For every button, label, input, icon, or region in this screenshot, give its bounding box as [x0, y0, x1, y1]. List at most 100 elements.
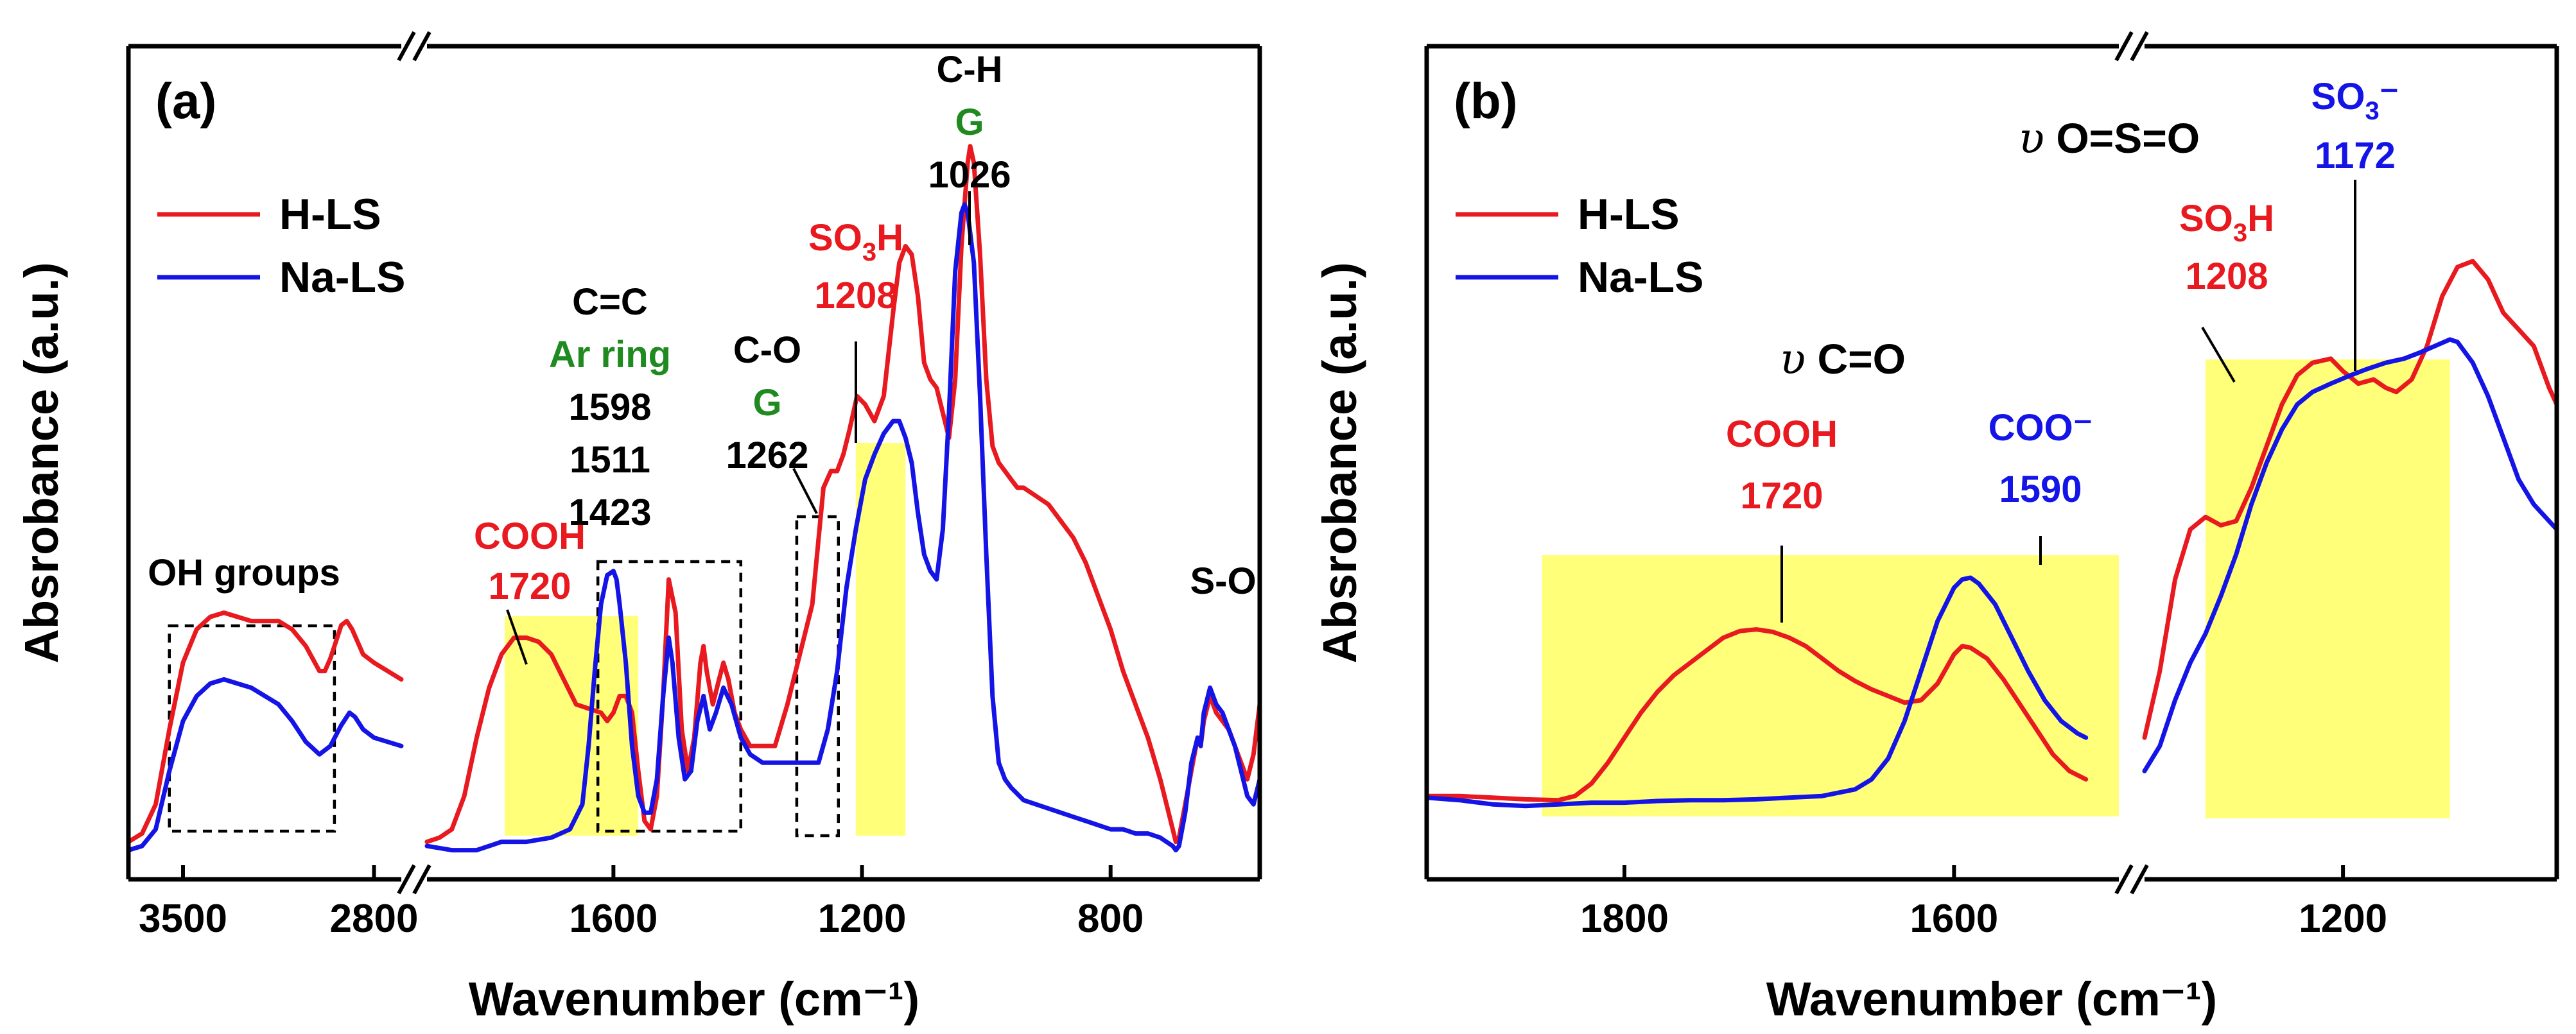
annotation-text: SO: [2179, 198, 2233, 239]
annotation-cc-ring-line: C=C: [572, 281, 648, 323]
annotation-ch-g-line: 1026: [928, 154, 1011, 196]
annotation-text: S-O: [1190, 560, 1256, 602]
annotation-text: SO: [2311, 76, 2365, 117]
annotation-cc-ring-line: 1423: [568, 492, 651, 533]
annotation-cooh-line: 1720: [1740, 475, 1823, 517]
annotation-leader-line: [792, 468, 818, 514]
annotation-text: OH groups: [148, 552, 340, 594]
annotation-so3-line: SO3⁻: [2311, 76, 2399, 125]
axis-break-mark: [2114, 31, 2134, 62]
x-tick-label: 3500: [139, 897, 227, 941]
dashed-region-box: [596, 560, 743, 833]
highlight-band: [504, 616, 639, 836]
annotation-suffix: ⁻: [2380, 76, 2399, 117]
x-tick-label: 1600: [1910, 897, 1998, 941]
annotation-text: 1172: [2315, 135, 2396, 177]
series-line-h-ls: [1424, 627, 2089, 803]
annotation-subscript: 3: [2365, 97, 2379, 125]
x-axis-title: Wavenumber (cm⁻¹): [469, 972, 919, 1026]
axis-break-mark: [2114, 864, 2134, 895]
highlight-band: [2206, 359, 2450, 818]
annotation-suffix: H: [2247, 198, 2274, 239]
annotation-text: 1590: [1999, 469, 2082, 510]
axis-break-mark: [2130, 864, 2149, 895]
highlight-band: [1542, 555, 2119, 816]
annotation-so3h-line: SO3H: [2179, 198, 2274, 247]
annotation-oh-groups-line: OH groups: [148, 552, 340, 594]
legend-label-na-ls: Na-LS: [279, 253, 405, 302]
annotation-text: G: [955, 101, 984, 143]
annotation-so3h-line: 1208: [814, 275, 897, 316]
annotation-text: Ar ring: [549, 334, 671, 375]
series-line-h-ls: [2142, 259, 2559, 740]
annotation-text: C=C: [572, 281, 648, 323]
y-axis-title: Absrobance (a.u.): [15, 263, 68, 664]
annotation-text: 1598: [568, 386, 651, 428]
legend-label-h-ls: H-LS: [279, 190, 381, 239]
annotation-ch-g-line: C-H: [936, 49, 1002, 90]
annotation-subscript: 3: [2233, 219, 2247, 247]
annotation-text: 1511: [570, 439, 650, 481]
legend-label-na-ls: Na-LS: [1578, 253, 1703, 302]
annotation-cooh-line: 1720: [488, 565, 571, 607]
annotation-text: C-H: [936, 49, 1002, 90]
panel-b: 1800 1600 1200 Wavenumber (cm⁻¹) Absrobance …: [1313, 31, 2559, 1026]
annotation-so3h-line: 1208: [2185, 255, 2268, 297]
annotation-co-g-line: C-O: [733, 329, 801, 371]
annotation-text: COOH: [1726, 413, 1838, 455]
annotation-suffix: H: [876, 217, 903, 259]
series-line-h-ls: [126, 610, 404, 845]
annotation-so-line: S-O: [1190, 560, 1256, 602]
annotation-text: υ: [1780, 334, 1806, 384]
x-tick-label: 1600: [569, 897, 657, 941]
series-line-h-ls: [424, 144, 1262, 845]
x-tick-label: 1800: [1580, 897, 1669, 941]
panel-a: 3500 2800 1600 1200 800 Wavenumber (cm⁻¹) Absr…: [15, 31, 1262, 1026]
series-line-na-ls: [424, 202, 1262, 853]
annotation-leader-line: [2201, 326, 2236, 383]
annotation-leader-line: [506, 609, 528, 665]
series-line-na-ls: [126, 677, 404, 853]
annotation-cc-ring-line: 1511: [570, 439, 650, 481]
annotation-co-g-line: 1262: [726, 435, 808, 476]
series-line-na-ls: [1424, 575, 2089, 809]
annotation-voso-line: υ O=S=O: [2019, 114, 2200, 163]
annotation-text: 1720: [488, 565, 571, 607]
annotation-text: 1026: [928, 154, 1011, 196]
annotation-ch-g-line: G: [955, 101, 984, 143]
annotation-so3h-line: SO3H: [808, 217, 903, 266]
axis-break-mark: [412, 31, 431, 62]
annotation-suffix: C=O: [1806, 335, 1906, 383]
panel-label: (a): [155, 73, 216, 129]
annotation-coo-line: 1590: [1999, 469, 2082, 510]
annotation-text: 1208: [814, 275, 897, 316]
annotation-text: υ: [2019, 114, 2044, 163]
annotation-text: 1208: [2185, 255, 2268, 297]
y-axis-title: Absrobance (a.u.): [1313, 263, 1366, 664]
x-tick-label: 1200: [2299, 897, 2387, 941]
x-tick-label: 2800: [330, 897, 419, 941]
annotation-vco-line: υ C=O: [1780, 334, 1906, 384]
axis-break-mark: [397, 864, 416, 895]
highlight-band: [855, 443, 906, 836]
annotation-text: COO⁻: [1989, 407, 2093, 449]
legend-label-h-ls: H-LS: [1578, 190, 1680, 239]
axis-break-mark: [397, 31, 416, 62]
annotation-coo-line: COO⁻: [1989, 407, 2093, 449]
annotation-text: COOH: [474, 515, 586, 557]
panel-label: (b): [1454, 73, 1518, 129]
annotation-subscript: 3: [862, 238, 876, 266]
annotation-text: 1262: [726, 435, 808, 476]
axis-break-mark: [412, 864, 431, 895]
annotation-cooh-line: COOH: [474, 515, 586, 557]
annotation-text: SO: [808, 217, 862, 259]
annotation-cooh-line: COOH: [1726, 413, 1838, 455]
annotation-text: G: [753, 382, 781, 424]
annotation-cc-ring-line: 1598: [568, 386, 651, 428]
axis-break-mark: [2130, 31, 2149, 62]
x-tick-label: 1200: [818, 897, 907, 941]
annotation-text: C-O: [733, 329, 801, 371]
annotation-text: 1423: [568, 492, 651, 533]
annotation-text: 1720: [1740, 475, 1823, 517]
annotation-co-g-line: G: [753, 382, 781, 424]
